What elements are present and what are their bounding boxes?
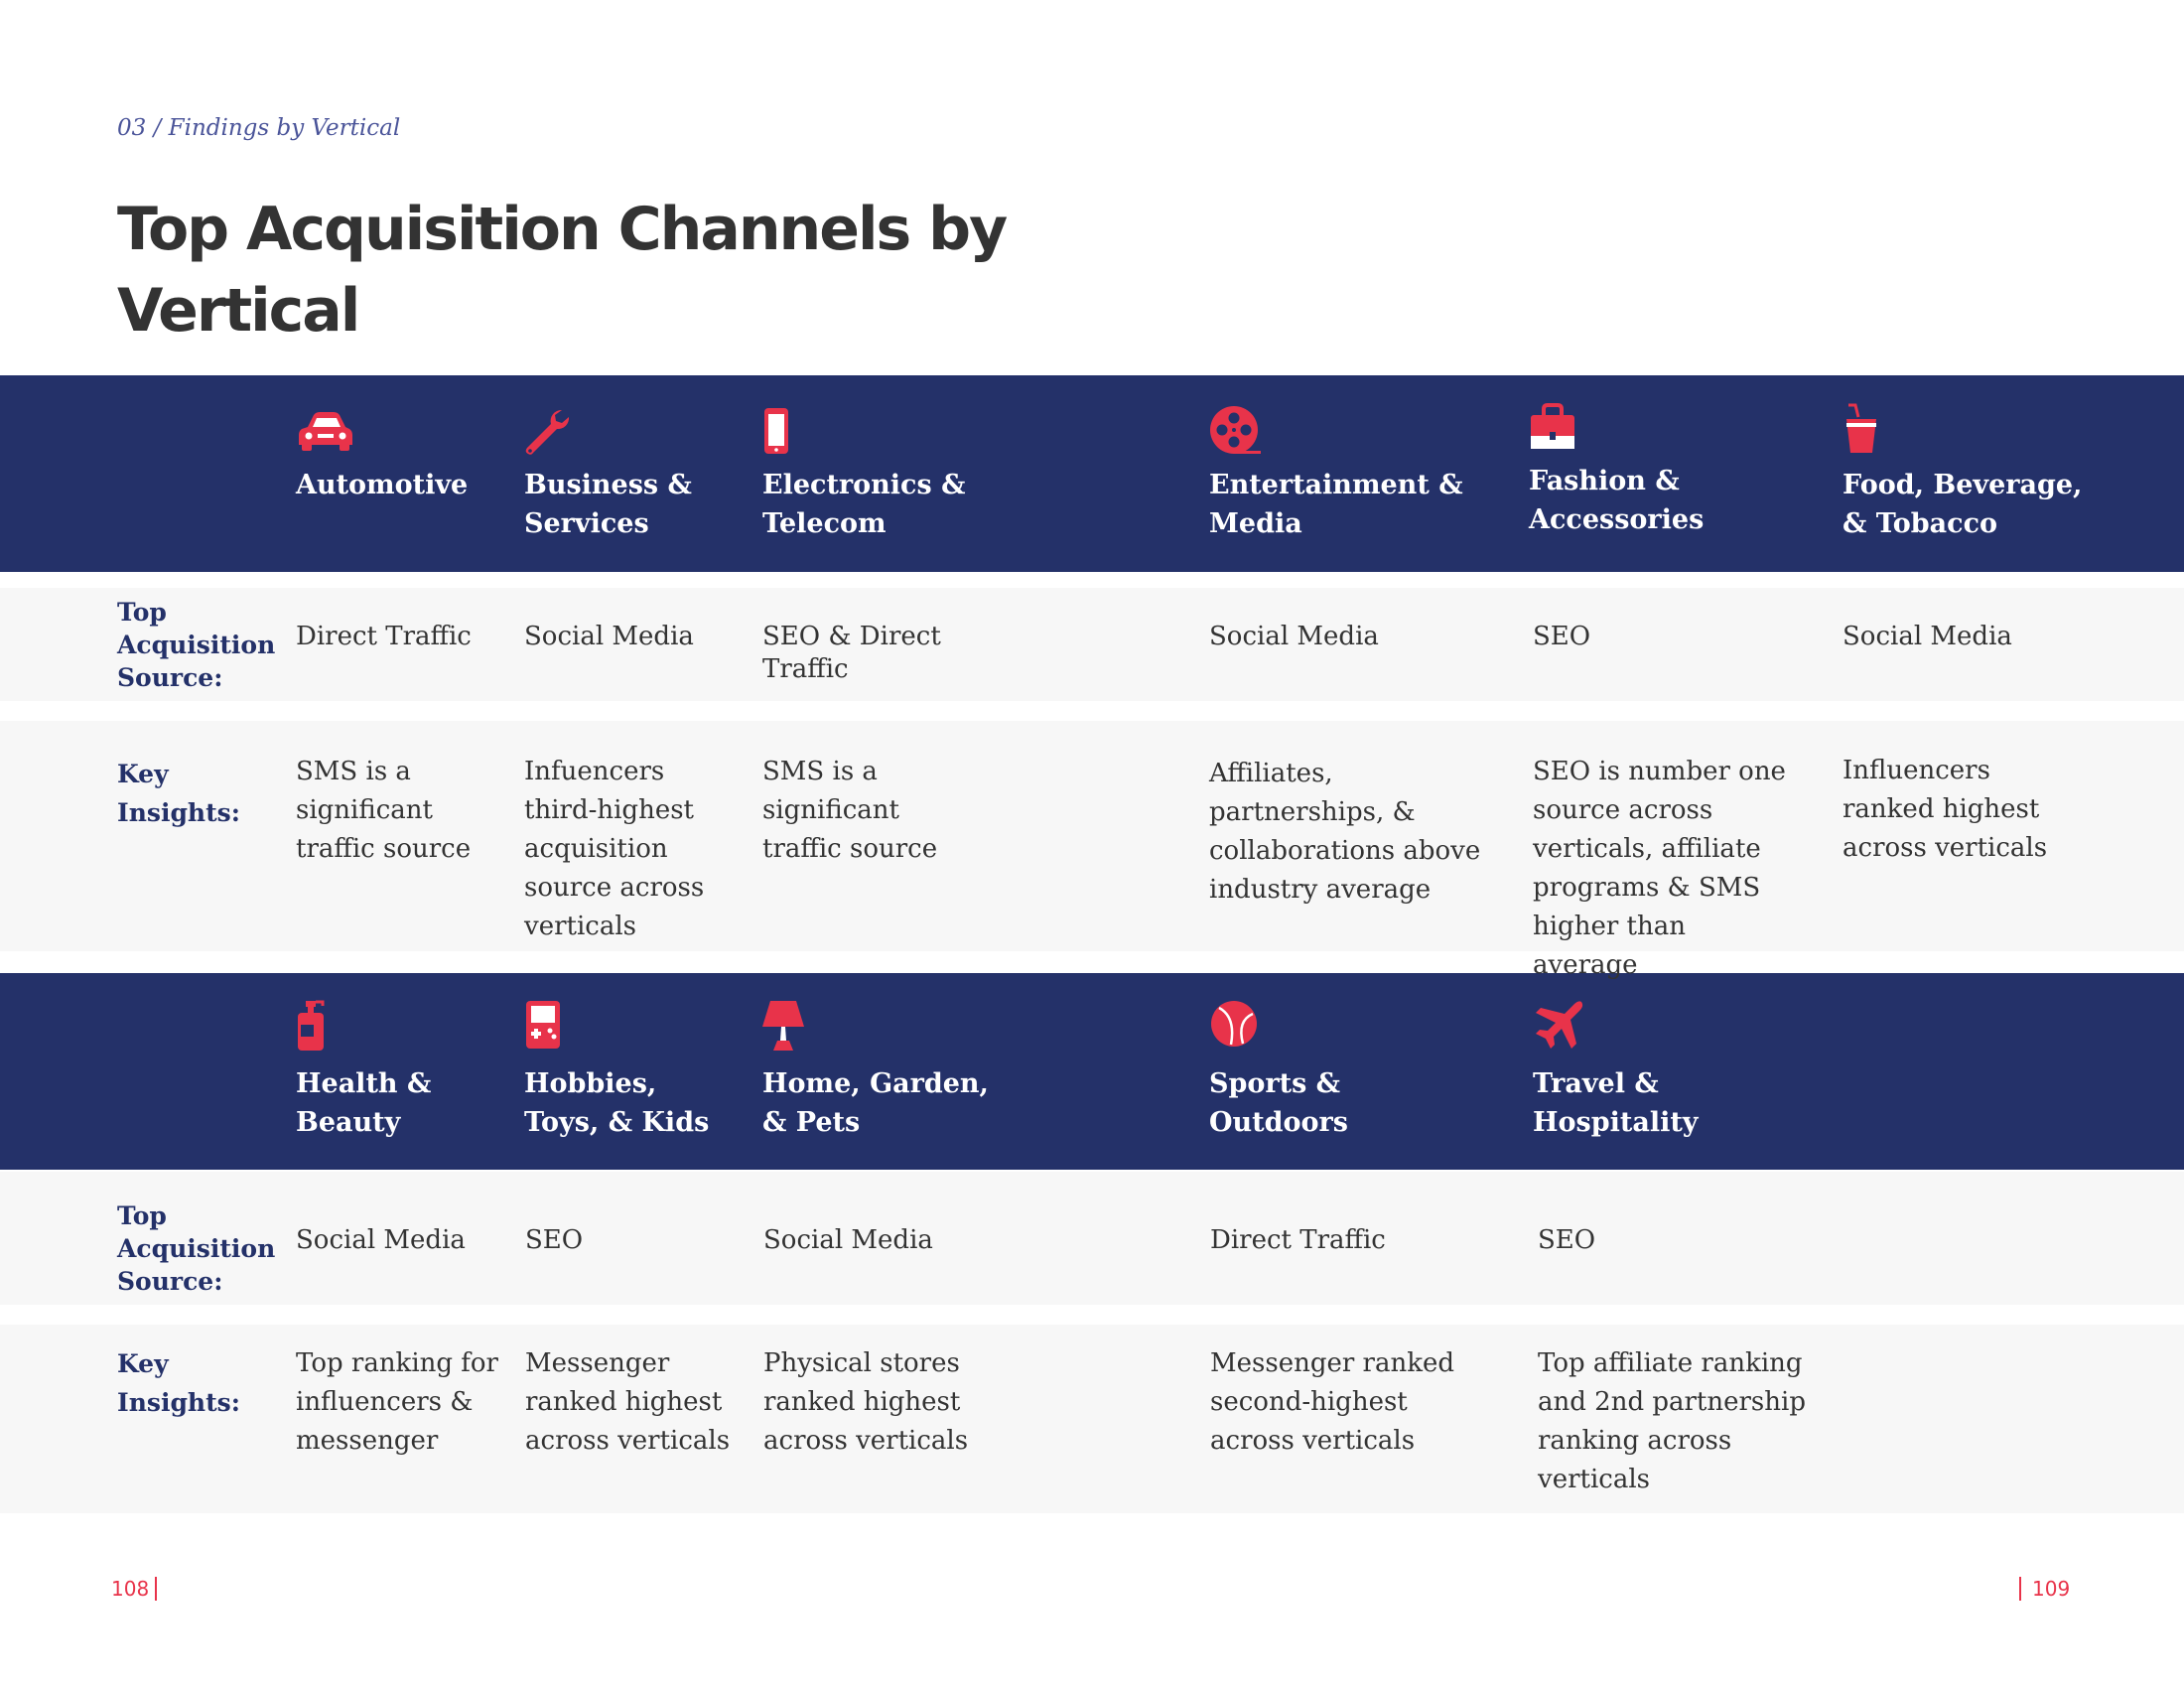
pump-bottle-icon: [296, 999, 359, 1051]
insight-home-garden-pets: Physical stores ranked highest across ve…: [763, 1348, 969, 1456]
page-number-right: 109: [2032, 1577, 2071, 1601]
ball-icon: [1209, 999, 1273, 1051]
source-food-beverage-tobacco: Social Media: [1843, 622, 2012, 651]
insight-business-services: Infuencers third-highest acquisition sou…: [524, 757, 705, 941]
vertical-header-band-1: [0, 375, 2184, 572]
page-title: Top Acquisition Channels by Vertical: [117, 195, 1008, 346]
vertical-name-travel-hospitality: Travel & Hospitality: [1533, 1068, 1699, 1138]
source-entertainment-media: Social Media: [1209, 622, 1379, 651]
vertical-name-fashion-accessories: Fashion & Accessories: [1529, 466, 1705, 535]
source-health-beauty: Social Media: [296, 1225, 466, 1255]
source-travel-hospitality: SEO: [1538, 1225, 1596, 1255]
vertical-name-health-beauty: Health & Beauty: [296, 1068, 432, 1138]
vertical-name-business-services: Business & Services: [524, 470, 692, 539]
breadcrumb: 03 / Findings by Vertical: [117, 115, 401, 141]
vertical-name-home-garden-pets: Home, Garden, & Pets: [762, 1068, 989, 1138]
source-automotive: Direct Traffic: [296, 622, 472, 651]
vertical-header-band-2: [0, 973, 2184, 1170]
insight-electronics-telecom: SMS is a significant traffic source: [762, 757, 938, 864]
insight-entertainment-media: Affiliates, partnerships, & collaboratio…: [1209, 759, 1481, 905]
source-fashion-accessories: SEO: [1533, 622, 1591, 651]
insight-food-beverage-tobacco: Influencers ranked highest across vertic…: [1843, 756, 2048, 863]
film-reel-icon: [1209, 405, 1273, 457]
insight-travel-hospitality: Top affiliate ranking and 2nd partnershi…: [1538, 1348, 1806, 1494]
insights-label-2: Key Insights:: [117, 1349, 240, 1417]
insight-hobbies-toys-kids: Messenger ranked highest across vertical…: [525, 1348, 731, 1456]
source-home-garden-pets: Social Media: [763, 1225, 933, 1255]
page-divider-left: [155, 1577, 157, 1601]
drink-cup-icon: [1843, 403, 1906, 455]
insights-label-1: Key Insights:: [117, 760, 240, 827]
gameboy-icon: [524, 999, 588, 1051]
vertical-name-sports-outdoors: Sports & Outdoors: [1209, 1068, 1348, 1138]
vertical-name-electronics-telecom: Electronics & Telecom: [762, 470, 966, 539]
insight-fashion-accessories: SEO is number one source across vertical…: [1533, 757, 1786, 980]
smartphone-icon: [762, 407, 826, 459]
page-divider-right: [2019, 1577, 2021, 1601]
insight-sports-outdoors: Messenger ranked second-highest across v…: [1210, 1348, 1455, 1456]
car-icon: [296, 407, 359, 459]
insight-health-beauty: Top ranking for influencers & messenger: [296, 1348, 498, 1456]
vertical-name-entertainment-media: Entertainment & Media: [1209, 470, 1463, 539]
insight-automotive: SMS is a significant traffic source: [296, 757, 472, 864]
vertical-name-food-beverage-tobacco: Food, Beverage, & Tobacco: [1843, 470, 2083, 539]
lamp-icon: [762, 999, 826, 1051]
insights-row-1: [0, 721, 2184, 951]
source-label-2: Top Acquisition Source:: [117, 1201, 276, 1296]
source-business-services: Social Media: [524, 622, 694, 651]
airplane-icon: [1533, 999, 1596, 1051]
source-row-2: [0, 1172, 2184, 1305]
source-label-1: Top Acquisition Source:: [117, 598, 276, 692]
page-number-left: 108: [111, 1577, 150, 1601]
source-sports-outdoors: Direct Traffic: [1210, 1225, 1386, 1255]
wrench-icon: [522, 407, 586, 459]
vertical-name-automotive: Automotive: [296, 470, 469, 500]
insights-row-2: [0, 1325, 2184, 1513]
vertical-name-hobbies-toys-kids: Hobbies, Toys, & Kids: [524, 1068, 710, 1138]
source-row-1: [0, 588, 2184, 701]
handbag-icon: [1529, 403, 1592, 455]
source-electronics-telecom: SEO & Direct Traffic: [762, 622, 941, 684]
source-hobbies-toys-kids: SEO: [525, 1225, 584, 1255]
